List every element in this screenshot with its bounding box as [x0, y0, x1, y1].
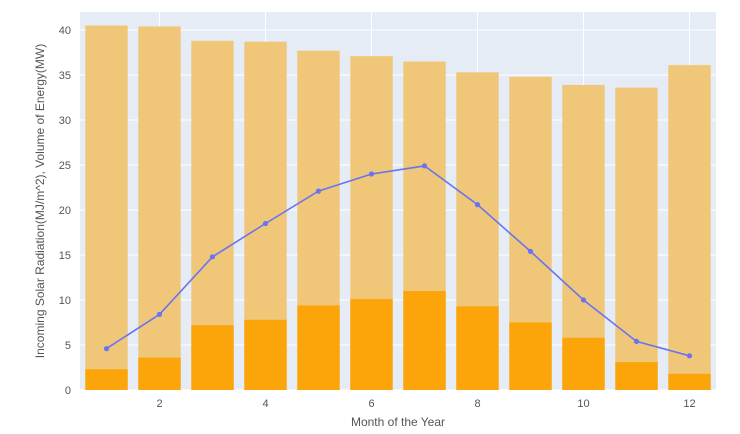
bar-series-2-month-2 — [138, 357, 181, 390]
y-tick-label: 40 — [59, 25, 71, 37]
line-series — [103, 163, 693, 359]
bar-series-1-month-1 — [85, 25, 128, 390]
bar-series-2-month-3 — [191, 325, 234, 390]
y-axis-title: Incoming Solar Radiation(MJ/m^2), Volume… — [33, 44, 47, 358]
line-point-month-11 — [633, 338, 640, 344]
line-point-month-3 — [209, 254, 216, 260]
bar-series-2-month-5 — [297, 305, 340, 390]
bar-series-2-month-10 — [562, 337, 605, 390]
bar-series-2-month-12 — [668, 373, 711, 390]
bar-series-2-month-7 — [403, 291, 446, 390]
y-tick-label: 5 — [65, 340, 71, 352]
x-tick-label: 2 — [156, 398, 162, 410]
line-point-month-5 — [315, 188, 322, 194]
line-point-month-1 — [103, 346, 110, 352]
line-point-month-8 — [474, 202, 481, 208]
line-point-month-10 — [580, 297, 587, 303]
line-point-month-2 — [156, 311, 163, 317]
y-tick-label: 25 — [59, 160, 71, 172]
x-tick-label: 6 — [368, 398, 374, 410]
x-axis-title: Month of the Year — [351, 415, 445, 429]
y-tick-label: 35 — [59, 70, 71, 82]
y-tick-label: 30 — [59, 115, 71, 127]
line-point-month-12 — [686, 353, 693, 359]
line-series-path — [106, 165, 690, 357]
bars — [85, 25, 711, 391]
bar-series-2-month-8 — [456, 306, 499, 390]
y-tick-label: 10 — [59, 295, 71, 307]
line-point-month-7 — [421, 163, 428, 169]
bar-series-2-month-4 — [244, 319, 287, 390]
bar-series-2-month-6 — [350, 299, 393, 390]
bar-series-1-month-12 — [668, 65, 711, 390]
bar-series-2-month-11 — [615, 362, 658, 390]
x-tick-label: 4 — [262, 398, 268, 410]
x-tick-label: 8 — [474, 398, 480, 410]
bar-series-2-month-1 — [85, 369, 128, 390]
x-tick-label: 12 — [683, 398, 695, 410]
line-point-month-6 — [368, 171, 375, 177]
y-tick-label: 15 — [59, 250, 71, 262]
y-tick-label: 0 — [65, 385, 71, 397]
bar-series-1-month-2 — [138, 26, 181, 391]
x-axis-ticks: 2 4 6 8 10 12 — [156, 398, 695, 410]
y-axis-ticks: 0 5 10 15 20 25 30 35 40 — [59, 25, 71, 397]
bar-series-2-month-9 — [509, 322, 552, 390]
line-point-month-4 — [262, 220, 269, 227]
line-point-month-9 — [527, 248, 534, 254]
y-tick-label: 20 — [59, 205, 71, 217]
x-tick-label: 10 — [577, 398, 589, 410]
